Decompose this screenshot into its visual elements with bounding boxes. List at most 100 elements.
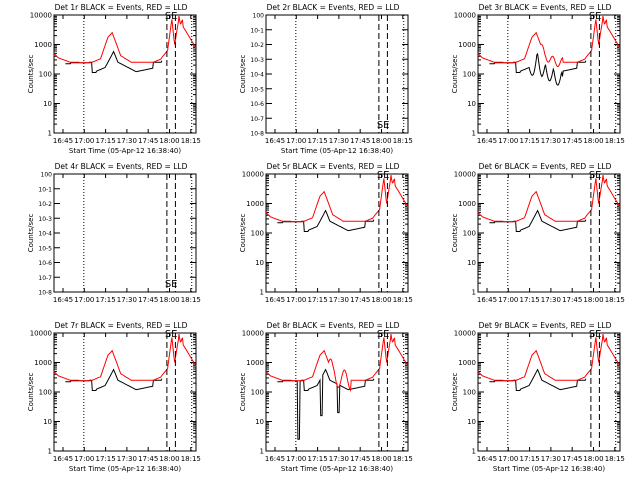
y-tick-label: 100 [463, 230, 476, 238]
y-axis-label: Counts/sec [239, 214, 247, 253]
panel-title: Det 8r BLACK = Events, RED = LLD [267, 321, 400, 330]
lld-series [265, 175, 409, 223]
panel-det-5: Det 5r BLACK = Events, RED = LLD Counts/s… [239, 162, 413, 304]
y-tick-label: 100 [251, 389, 264, 397]
y-axis-label: Counts/sec [239, 373, 247, 412]
y-tick-label: 10-8 [38, 290, 52, 297]
x-tick-label: 17:15 [95, 455, 115, 463]
plot-frame [477, 14, 621, 134]
x-axis-label: Start Time (05-Apr-12 16:38:40) [69, 465, 181, 473]
plot-frame [265, 14, 409, 134]
y-tick-label: 10 [467, 259, 476, 267]
x-tick-label: 17:15 [307, 296, 327, 304]
panel-det-1: Det 1r BLACK = Events, RED = LLD Counts/s… [27, 3, 201, 155]
se-marker: SE [589, 11, 602, 22]
x-tick-label: 17:45 [350, 455, 370, 463]
y-axis-label: Counts/sec [239, 55, 247, 94]
y-tick-label: 10-4 [38, 231, 52, 238]
panel-det-7: Det 7r BLACK = Events, RED = LLD Counts/s… [27, 321, 201, 473]
x-tick-label: 17:45 [138, 296, 158, 304]
x-tick-label: 17:45 [562, 137, 582, 145]
y-tick-label: 10000 [454, 330, 476, 338]
panel-title: Det 4r BLACK = Events, RED = LLD [55, 162, 188, 171]
plot-frame [477, 332, 621, 452]
y-tick-label: 100 [253, 13, 265, 20]
y-tick-label: 10-5 [250, 86, 264, 93]
plot-frame [265, 173, 409, 293]
y-tick-label: 10-1 [38, 186, 52, 193]
x-tick-label: 18:00 [371, 296, 391, 304]
panel-det-8: Det 8r BLACK = Events, RED = LLD Counts/s… [239, 321, 413, 473]
y-tick-label: 10 [43, 418, 52, 426]
y-tick-label: 10000 [30, 12, 52, 20]
y-tick-label: 1000 [34, 41, 52, 49]
se-marker: SE [377, 120, 390, 131]
panel-title: Det 5r BLACK = Events, RED = LLD [267, 162, 400, 171]
x-tick-label: 17:15 [519, 296, 539, 304]
y-tick-label: 1000 [34, 359, 52, 367]
x-tick-label: 16:45 [53, 137, 73, 145]
x-tick-label: 17:45 [138, 137, 158, 145]
y-tick-label: 1000 [246, 359, 264, 367]
panel-det-3: Det 3r BLACK = Events, RED = LLD Counts/s… [451, 3, 625, 145]
x-tick-label: 18:15 [393, 137, 413, 145]
y-tick-label: 100 [251, 230, 264, 238]
x-tick-label: 16:45 [477, 296, 497, 304]
y-tick-label: 1 [48, 130, 52, 138]
y-tick-label: 10-3 [38, 216, 52, 223]
x-tick-label: 18:15 [605, 296, 625, 304]
x-tick-label: 18:15 [393, 455, 413, 463]
y-axis-label: Counts/sec [451, 55, 459, 94]
y-tick-label: 10-5 [38, 245, 52, 252]
x-tick-label: 18:00 [371, 455, 391, 463]
panel-title: Det 9r BLACK = Events, RED = LLD [479, 321, 612, 330]
x-tick-label: 17:30 [541, 455, 561, 463]
y-tick-label: 1000 [458, 359, 476, 367]
panel-det-9: Det 9r BLACK = Events, RED = LLD Counts/s… [451, 321, 625, 473]
se-marker: SE [165, 329, 178, 340]
x-tick-label: 16:45 [53, 296, 73, 304]
x-tick-label: 17:00 [498, 296, 518, 304]
lld-series [53, 334, 197, 382]
x-tick-label: 18:00 [159, 455, 179, 463]
x-tick-label: 17:15 [307, 455, 327, 463]
x-tick-label: 18:15 [181, 296, 201, 304]
y-tick-label: 10000 [30, 330, 52, 338]
y-tick-label: 1000 [458, 41, 476, 49]
y-tick-label: 100 [41, 172, 53, 179]
x-tick-label: 17:15 [519, 455, 539, 463]
lld-series [477, 175, 621, 223]
panel-title: Det 6r BLACK = Events, RED = LLD [479, 162, 612, 171]
se-marker: SE [165, 11, 178, 22]
x-tick-label: 17:30 [329, 296, 349, 304]
y-tick-label: 10-2 [250, 42, 264, 49]
x-tick-label: 18:00 [583, 296, 603, 304]
x-tick-label: 16:45 [477, 455, 497, 463]
panel-title: Det 1r BLACK = Events, RED = LLD [55, 3, 188, 12]
x-tick-label: 17:30 [329, 137, 349, 145]
y-tick-label: 1 [260, 448, 264, 456]
y-tick-label: 10 [467, 418, 476, 426]
y-tick-label: 10-4 [250, 72, 264, 79]
y-tick-label: 10-7 [38, 275, 52, 282]
x-tick-label: 17:30 [117, 137, 137, 145]
panel-title: Det 3r BLACK = Events, RED = LLD [479, 3, 612, 12]
y-tick-label: 10-1 [250, 27, 264, 34]
y-tick-label: 10000 [242, 171, 264, 179]
y-tick-label: 100 [39, 389, 52, 397]
plot-frame [477, 173, 621, 293]
x-tick-label: 18:00 [583, 137, 603, 145]
x-tick-label: 17:15 [95, 137, 115, 145]
y-tick-label: 100 [463, 389, 476, 397]
x-tick-label: 18:00 [371, 137, 391, 145]
x-tick-label: 18:00 [159, 137, 179, 145]
x-tick-label: 17:00 [74, 137, 94, 145]
lld-series [477, 16, 621, 67]
se-marker: SE [377, 170, 390, 181]
x-tick-label: 17:15 [95, 296, 115, 304]
x-tick-label: 16:45 [265, 137, 285, 145]
panel-det-6: Det 6r BLACK = Events, RED = LLD Counts/s… [451, 162, 625, 304]
lld-series [53, 16, 197, 64]
panel-det-2: Det 2r BLACK = Events, RED = LLD Counts/s… [239, 3, 413, 155]
